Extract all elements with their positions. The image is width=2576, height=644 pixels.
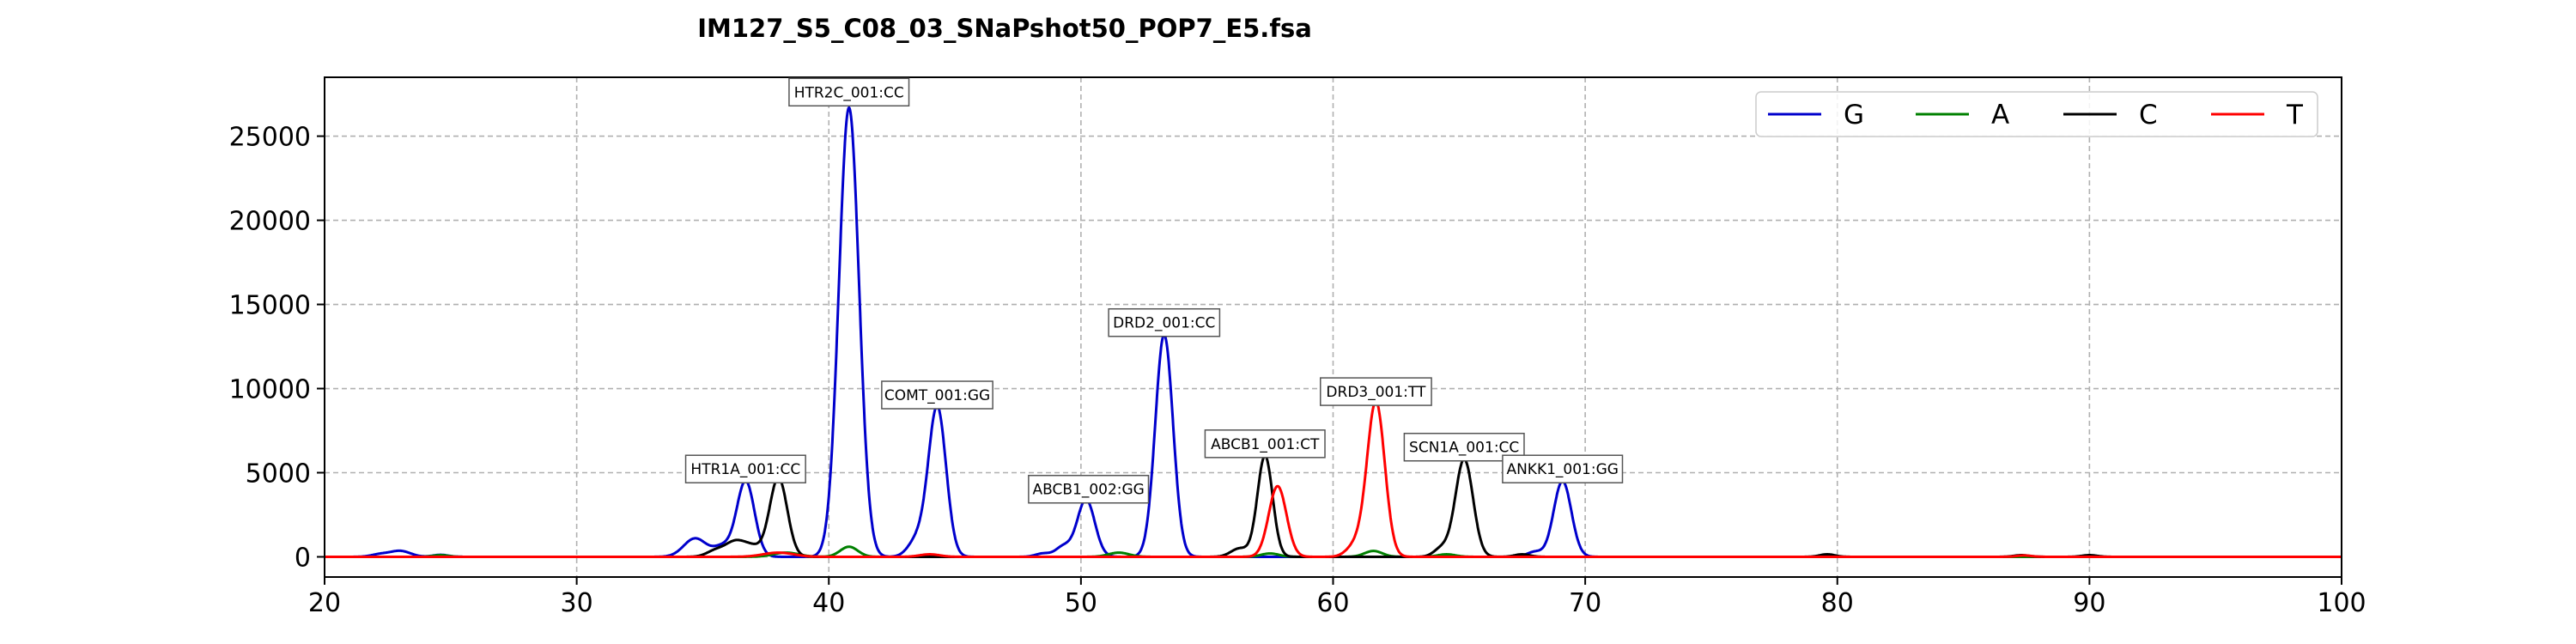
peak-label-text: SCN1A_001:CC: [1409, 440, 1519, 457]
peak-label-text: ABCB1_002:GG: [1032, 482, 1144, 499]
x-tick-label: 30: [561, 588, 593, 618]
peak-label-box: [684, 454, 806, 483]
x-tick-label: 70: [1569, 588, 1601, 618]
peak-label: HTR1A_001:CC: [684, 454, 806, 483]
x-tick-label: 90: [2073, 588, 2105, 618]
peak-label: SCN1A_001:CC: [1403, 432, 1525, 462]
legend-label-T: T: [2286, 100, 2304, 131]
legend-label-C: C: [2139, 100, 2158, 131]
x-tick-label: 20: [308, 588, 341, 618]
legend-label-G: G: [1844, 100, 1864, 131]
x-tick-label: 50: [1065, 588, 1097, 618]
y-tick-label: 20000: [229, 207, 311, 237]
x-tick-label: 100: [2317, 588, 2366, 618]
y-tick-label: 0: [295, 543, 311, 573]
chart-title: IM127_S5_C08_03_SNaPshot50_POP7_E5.fsa: [697, 14, 1312, 43]
peak-label-text: DRD3_001:TT: [1326, 384, 1426, 401]
peak-label: ABCB1_002:GG: [1028, 474, 1150, 504]
x-tick-label: 40: [812, 588, 845, 618]
x-tick-label: 60: [1316, 588, 1349, 618]
y-tick-label: 25000: [229, 123, 311, 153]
peak-label-text: COMT_001:GG: [884, 387, 990, 404]
peak-label-text: DRD2_001:CC: [1113, 315, 1215, 332]
annotations: HTR1A_001:CC HTR2C_001:CC COMT_001:GG ABCB1…: [684, 77, 1624, 504]
y-tick-label: 5000: [246, 459, 311, 489]
y-tick-label: 15000: [229, 291, 311, 321]
peak-label: DRD3_001:TT: [1320, 377, 1432, 406]
legend-label-A: A: [1991, 100, 2009, 131]
peak-label-box: [881, 380, 993, 410]
peak-label-text: ANKK1_001:GG: [1506, 461, 1618, 478]
peak-label-text: HTR1A_001:CC: [690, 461, 800, 478]
legend-box: [1755, 91, 2318, 137]
peak-label-text: HTR2C_001:CC: [794, 84, 904, 101]
peak-label-box: [1320, 377, 1432, 406]
series-lines: [324, 106, 2342, 558]
peak-label-box: [1502, 454, 1624, 483]
peak-label-box: [1108, 307, 1221, 337]
series-line-T: [324, 399, 2342, 558]
peak-label: ABCB1_001:CT: [1204, 429, 1326, 459]
x-tick-label: 80: [1821, 588, 1854, 618]
peak-label-box: [788, 77, 910, 107]
peak-label-box: [1204, 429, 1326, 459]
peak-label-box: [1028, 474, 1150, 504]
peak-label: ANKK1_001:GG: [1502, 454, 1624, 483]
peak-label-text: ABCB1_001:CT: [1211, 436, 1320, 453]
peak-label: COMT_001:GG: [881, 380, 993, 410]
y-tick-label: 10000: [229, 375, 311, 405]
axis-ticks: 20 30 40 50 60 70 80 90 100 0 5000 10000 15000 20000 2…: [229, 123, 2366, 618]
peak-label: DRD2_001:CC: [1108, 307, 1221, 337]
grid: [324, 77, 2342, 577]
peak-label: HTR2C_001:CC: [788, 77, 910, 107]
